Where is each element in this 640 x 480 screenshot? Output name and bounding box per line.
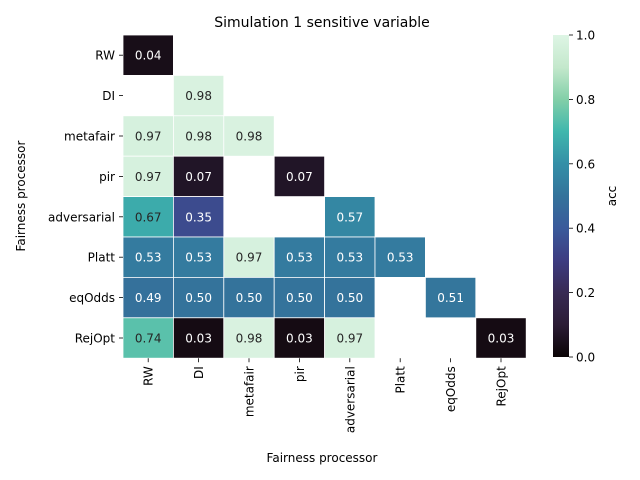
x-tick-label: adversarial: [343, 366, 357, 433]
cell-value-label: 0.74: [135, 332, 162, 346]
cell-value-label: 0.53: [387, 251, 414, 265]
cell-value-label: 0.98: [236, 130, 263, 144]
colorbar-tick-label: 0.0: [576, 351, 595, 365]
cell-value-label: 0.03: [185, 332, 212, 346]
cell-value-label: 0.53: [135, 251, 162, 265]
y-tick-label: eqOdds: [69, 291, 115, 305]
cell-value-label: 0.51: [437, 291, 464, 305]
y-tick-label: Platt: [88, 251, 116, 265]
cell-value-label: 0.53: [185, 251, 212, 265]
x-tick-label: RejOpt: [495, 366, 509, 407]
colorbar-tick-label: 0.2: [576, 286, 595, 300]
heatmap-cells: [122, 34, 527, 359]
colorbar-tick-label: 1.0: [576, 29, 595, 43]
heatmap-cell: [424, 276, 477, 319]
heatmap-cell: [122, 34, 174, 76]
heatmap-cell: [273, 317, 326, 359]
colorbar: 0.0 0.2 0.4 0.6 0.8 1.0 acc: [553, 29, 619, 365]
cell-value-label: 0.57: [336, 210, 363, 224]
cell-value-label: 0.04: [135, 49, 162, 63]
colorbar-tick-label: 0.6: [576, 157, 595, 171]
heatmap-cell: [172, 276, 225, 319]
heatmap-cell: [324, 276, 376, 319]
x-axis-label: Fairness processor: [267, 451, 378, 465]
y-tick-label: adversarial: [48, 210, 115, 224]
x-tick-label: Platt: [394, 366, 408, 394]
heatmap-cell: [223, 115, 275, 157]
x-tick-label: DI: [192, 366, 206, 379]
cell-value-label: 0.49: [135, 291, 162, 305]
cell-value-label: 0.35: [185, 210, 212, 224]
cell-value-label: 0.07: [286, 170, 313, 184]
cell-value-label: 0.97: [236, 251, 263, 265]
cell-value-label: 0.50: [286, 291, 313, 305]
cell-value-label: 0.07: [185, 170, 212, 184]
heatmap-cell: [374, 236, 426, 278]
x-axis: RW DI metafair pir adversarial Platt eqOdds Rej…: [142, 358, 509, 433]
colorbar-tick-label: 0.4: [576, 222, 595, 236]
cell-value-label: 0.50: [236, 291, 263, 305]
y-axis: RW DI metafair pir adversarial Platt eqOdds Rej…: [48, 49, 123, 346]
cell-value-label: 0.97: [135, 170, 162, 184]
heatmap-cell: [324, 196, 376, 238]
heatmap-cell: [324, 317, 376, 359]
x-tick-label: metafair: [243, 366, 257, 417]
y-axis-label: Fairness processor: [14, 140, 28, 251]
x-tick-label: eqOdds: [444, 366, 458, 412]
y-tick-label: DI: [102, 89, 115, 103]
y-tick-label: RejOpt: [75, 332, 116, 346]
heatmap-cell: [172, 317, 225, 359]
y-tick-label: RW: [95, 49, 115, 63]
cell-value-label: 0.03: [286, 332, 313, 346]
cell-value-label: 0.97: [336, 332, 363, 346]
colorbar-label: acc: [605, 186, 619, 207]
heatmap-cell-labels: 0.04 0.98 0.97 0.98 0.98 0.97 0.07 0.07 0.67 0.35…: [135, 49, 515, 346]
heatmap-cell: [273, 276, 326, 319]
heatmap-cell: [273, 155, 326, 197]
x-tick-label: RW: [142, 366, 156, 386]
cell-value-label: 0.53: [286, 251, 313, 265]
cell-value-label: 0.67: [135, 210, 162, 224]
colorbar-gradient: [553, 35, 569, 357]
cell-value-label: 0.03: [488, 332, 515, 346]
cell-value-label: 0.98: [236, 332, 263, 346]
cell-value-label: 0.50: [336, 291, 363, 305]
cell-value-label: 0.50: [185, 291, 212, 305]
cell-value-label: 0.98: [185, 89, 212, 103]
y-tick-label: pir: [99, 170, 115, 184]
colorbar-tick-label: 0.8: [576, 93, 595, 107]
colorbar-ticks: 0.0 0.2 0.4 0.6 0.8 1.0: [569, 29, 595, 365]
heatmap-cell: [324, 236, 376, 278]
cell-value-label: 0.98: [185, 130, 212, 144]
cell-value-label: 0.97: [135, 130, 162, 144]
x-tick-label: pir: [293, 366, 307, 382]
heatmap-cell: [122, 236, 174, 278]
cell-value-label: 0.53: [336, 251, 363, 265]
heatmap-cell: [475, 317, 527, 359]
heatmap-cell: [172, 75, 225, 117]
chart-title: Simulation 1 sensitive variable: [214, 15, 430, 31]
heatmap-cell: [172, 196, 225, 238]
heatmap-cell: [223, 276, 275, 319]
heatmap-cell: [223, 236, 275, 278]
y-tick-label: metafair: [64, 130, 115, 144]
heatmap-cell: [122, 115, 174, 157]
